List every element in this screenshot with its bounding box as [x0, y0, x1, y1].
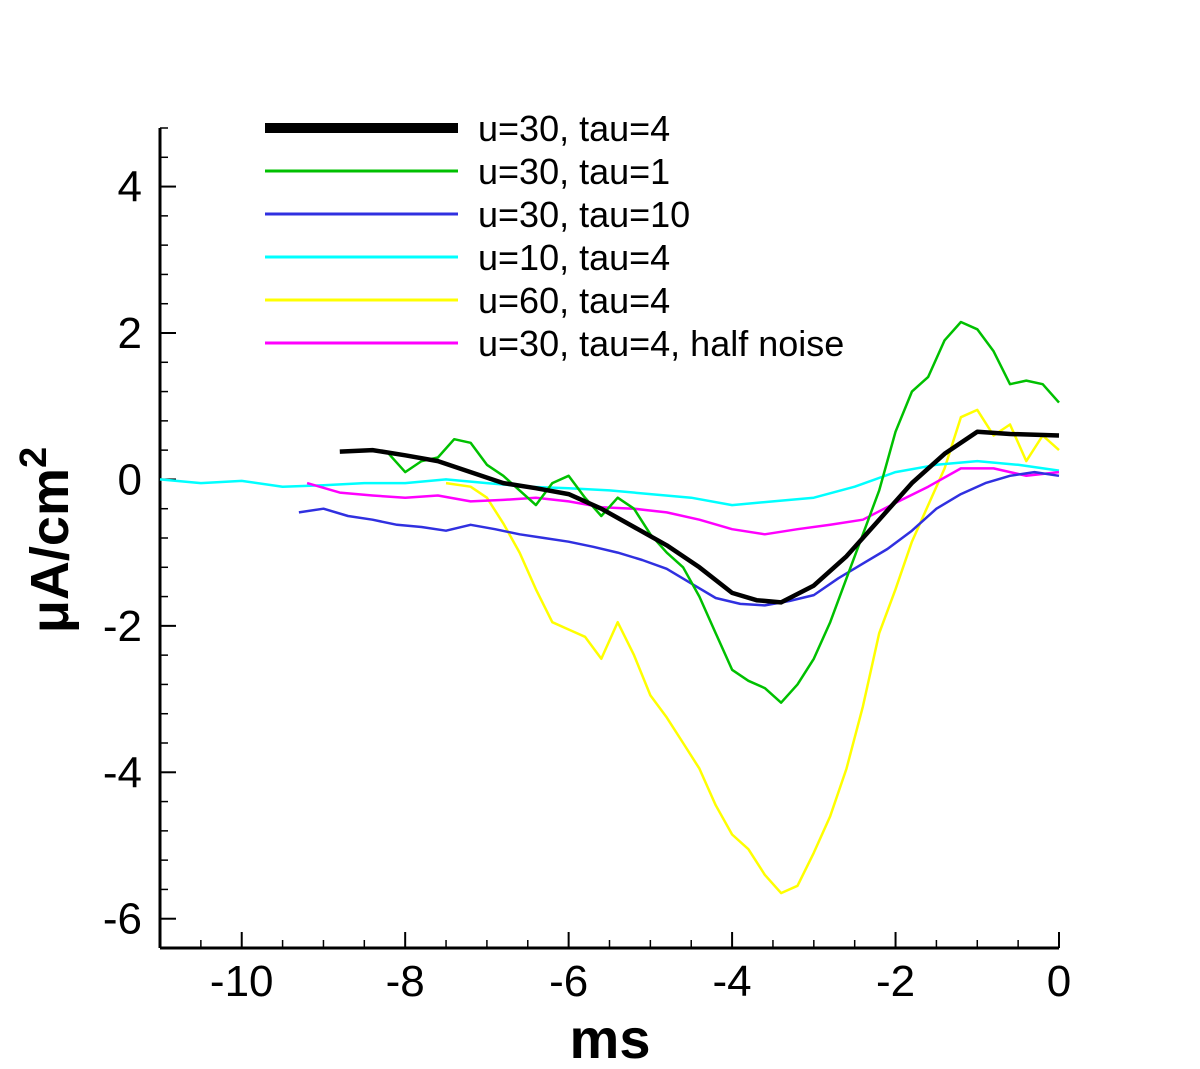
x-tick-label: 0 [1047, 957, 1071, 1006]
legend-entry: u=30, tau=1 [265, 151, 670, 192]
legend-label: u=30, tau=10 [478, 194, 690, 235]
x-tick-label: -2 [876, 957, 915, 1006]
series-line [445, 408, 1060, 895]
y-tick-label: 2 [118, 309, 142, 358]
x-tick-label: -6 [549, 957, 588, 1006]
legend-entry: u=10, tau=4 [265, 237, 670, 278]
series-line [159, 459, 1060, 507]
y-tick-label: -6 [103, 895, 142, 944]
legend-label: u=30, tau=4 [478, 108, 670, 149]
legend-entry: u=30, tau=4 [265, 108, 670, 149]
legend-label: u=30, tau=4, half noise [478, 323, 844, 364]
legend-label: u=30, tau=1 [478, 151, 670, 192]
y-axis-title-superscript: 2 [13, 447, 55, 468]
series-line [298, 470, 1060, 607]
x-tick-label: -10 [210, 957, 274, 1006]
y-axis-title: μA/cm2 [13, 447, 80, 633]
y-tick-label: 4 [118, 163, 142, 212]
x-tick-label: -4 [713, 957, 752, 1006]
axes: -10 -8 -6 -4 -2 0 4 2 0 -2 -4 -6 [103, 127, 1071, 1006]
legend-entry: u=60, tau=4 [265, 280, 670, 321]
plot-area [159, 320, 1060, 895]
x-tick-label: -8 [386, 957, 425, 1006]
series-line [339, 429, 1060, 605]
legend-entry: u=30, tau=4, half noise [265, 323, 844, 364]
svg-text:μA/cm2: μA/cm2 [13, 447, 80, 633]
x-axis-title: ms [570, 1007, 651, 1069]
y-tick-label: -2 [103, 602, 142, 651]
y-axis-title-main: μA/cm [20, 468, 80, 633]
y-tick-label: 0 [118, 455, 142, 504]
legend: u=30, tau=4u=30, tau=1u=30, tau=10u=10, … [265, 108, 844, 364]
y-tick-label: -4 [103, 748, 142, 797]
series-line [306, 467, 1060, 536]
series-line [387, 320, 1060, 704]
legend-label: u=60, tau=4 [478, 280, 670, 321]
legend-label: u=10, tau=4 [478, 237, 670, 278]
legend-entry: u=30, tau=10 [265, 194, 690, 235]
